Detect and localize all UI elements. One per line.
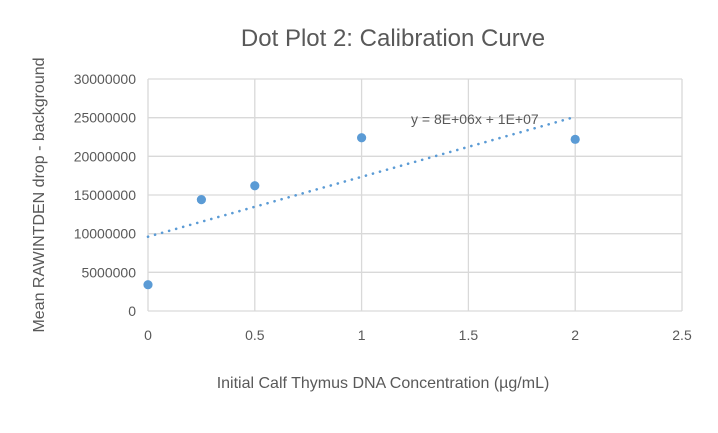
trendline-equation: y = 8E+06x + 1E+07 bbox=[411, 111, 539, 127]
trendline bbox=[146, 115, 577, 239]
y-tick-label: 15000000 bbox=[74, 187, 137, 203]
data-points bbox=[143, 133, 580, 290]
y-tick-labels: 0 5000000 10000000 15000000 20000000 25000000… bbox=[74, 71, 137, 319]
data-point bbox=[196, 195, 206, 205]
y-tick-label: 0 bbox=[128, 303, 136, 319]
y-tick-label: 5000000 bbox=[81, 264, 136, 280]
x-tick-labels: 0 0.5 1 1.5 2 2.5 bbox=[144, 327, 692, 343]
trendline-line bbox=[146, 115, 577, 239]
y-tick-label: 20000000 bbox=[74, 148, 137, 164]
x-axis-label: Initial Calf Thymus DNA Concentration (µ… bbox=[217, 375, 550, 392]
x-tick-label: 1.5 bbox=[459, 327, 479, 343]
x-tick-label: 0 bbox=[144, 327, 152, 343]
data-point bbox=[570, 134, 580, 144]
x-tick-label: 1 bbox=[358, 327, 366, 343]
data-point bbox=[143, 280, 153, 290]
x-tick-label: 0.5 bbox=[245, 327, 265, 343]
chart-title: Dot Plot 2: Calibration Curve bbox=[241, 25, 545, 52]
y-tick-label: 10000000 bbox=[74, 226, 137, 242]
y-tick-label: 30000000 bbox=[74, 71, 137, 87]
x-tick-label: 2.5 bbox=[672, 327, 692, 343]
data-point bbox=[250, 181, 260, 191]
x-tick-label: 2 bbox=[571, 327, 579, 343]
y-axis-label: Mean RAWINTDEN drop - background bbox=[31, 57, 48, 332]
y-tick-label: 25000000 bbox=[74, 110, 137, 126]
gridlines bbox=[147, 78, 683, 312]
data-point bbox=[357, 133, 367, 143]
